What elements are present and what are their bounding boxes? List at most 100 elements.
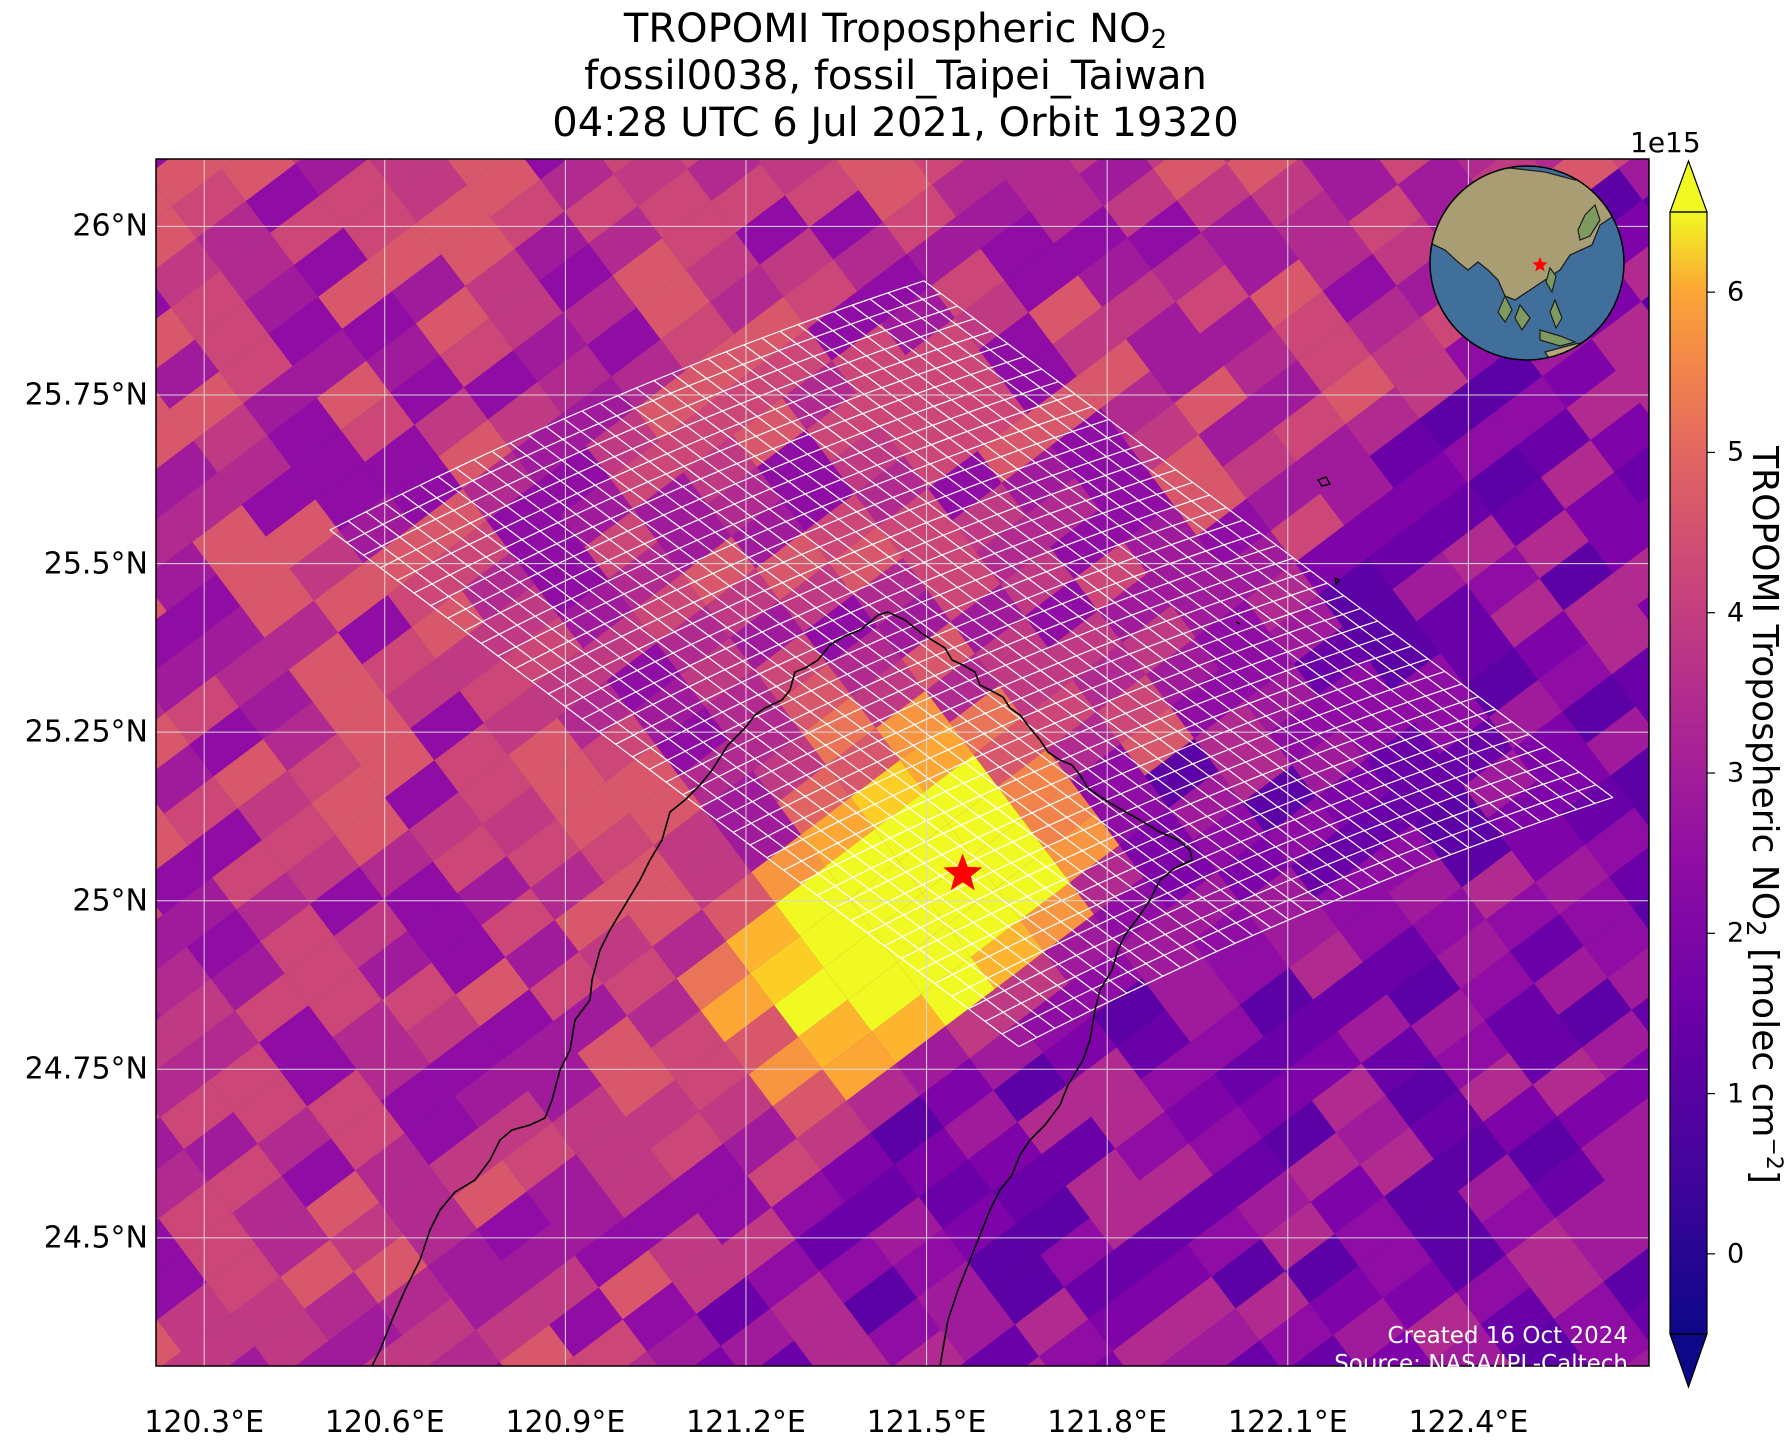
no2-pixel-cell xyxy=(1089,1180,1164,1250)
no2-pixel-cell xyxy=(189,707,264,777)
no2-pixel-cell xyxy=(1126,301,1200,372)
no2-pixel-cell xyxy=(1388,855,1462,925)
no2-pixel-cell xyxy=(1460,951,1535,1021)
no2-pixel-cell xyxy=(869,1196,943,1267)
no2-pixel-cell xyxy=(730,600,804,670)
no2-pixel-cell xyxy=(1265,898,1339,968)
no2-pixel-cell xyxy=(431,925,506,995)
no2-pixel-cell xyxy=(289,531,364,601)
no2-pixel-cell xyxy=(1078,237,1152,308)
no2-pixel-cell xyxy=(1166,972,1240,1043)
no2-pixel-cell xyxy=(924,754,998,824)
no2-pixel-cell xyxy=(720,1308,795,1366)
no2-pixel-cell xyxy=(315,462,389,532)
map-title: TROPOMI Tropospheric NO2 xyxy=(623,6,1168,55)
no2-pixel-cell xyxy=(1005,159,1080,212)
no2-pixel-cell xyxy=(796,1100,871,1171)
no2-pixel-cell xyxy=(328,1303,403,1366)
no2-pixel-cell xyxy=(1226,159,1299,196)
no2-pixel-cell xyxy=(162,877,237,947)
no2-pixel-cell xyxy=(1539,541,1614,611)
no2-pixel-cell xyxy=(578,914,653,984)
longitude-tick-label: 121.2°E xyxy=(686,1405,806,1440)
no2-pixel-cell xyxy=(1127,200,1202,270)
no2-pixel-cell xyxy=(439,318,514,388)
no2-pixel-cell xyxy=(188,808,262,878)
no2-pixel-cell xyxy=(1638,496,1649,518)
no2-pixel-cell xyxy=(156,611,191,670)
credit-source: Source: NASA/JPL-Caltech xyxy=(1334,1351,1628,1377)
no2-pixel-cell xyxy=(156,1117,185,1171)
no2-pixel-cell xyxy=(156,510,193,570)
target-grid-line xyxy=(968,759,1563,1010)
no2-pixel-cell xyxy=(1067,1047,1141,1117)
no2-pixel-cell xyxy=(492,78,566,147)
no2-pixel-cell xyxy=(794,1303,868,1366)
no2-pixel-cell xyxy=(1190,1004,1264,1075)
no2-pixel-cell xyxy=(1188,1106,1263,1176)
no2-pixel-cell xyxy=(353,1234,428,1304)
no2-pixel-cell xyxy=(434,722,508,793)
credit-created: Created 16 Oct 2024 xyxy=(1387,1323,1628,1349)
no2-pixel-cell xyxy=(734,296,808,366)
globe-site-star xyxy=(1532,257,1548,272)
longitude-tick-label: 120.6°E xyxy=(324,1405,445,1440)
no2-pixel-cell xyxy=(679,738,753,809)
no2-pixel-cell xyxy=(428,1330,500,1366)
no2-pixel-cell xyxy=(561,1356,581,1366)
no2-pixel-cell xyxy=(626,978,701,1048)
target-grid-line xyxy=(905,286,1596,804)
no2-pixel-cell xyxy=(1437,818,1512,888)
no2-pixel-cell xyxy=(156,1111,161,1121)
no2-pixel-cell xyxy=(343,190,418,260)
no2-pixel-cell xyxy=(457,856,531,926)
target-grid-line xyxy=(716,570,1311,821)
no2-pixel-cell xyxy=(1603,1247,1649,1314)
no2-pixel-cell xyxy=(965,1324,1039,1366)
no2-pixel-cell xyxy=(1360,1127,1434,1197)
no2-pixel-cell xyxy=(156,287,171,319)
no2-pixel-cell xyxy=(1641,295,1649,312)
no2-pixel-cell xyxy=(761,159,834,196)
no2-pixel-cell xyxy=(1515,509,1590,579)
no2-pixel-cell xyxy=(783,259,858,329)
no2-pixel-cell xyxy=(1144,738,1219,808)
no2-pixel-cell xyxy=(1692,126,1766,195)
no2-pixel-cell xyxy=(494,1362,503,1366)
no2-pixel-cell xyxy=(1047,711,1121,782)
no2-pixel-cell xyxy=(877,589,951,659)
no2-pixel-cell xyxy=(621,1383,695,1439)
no2-pixel-cell xyxy=(902,520,977,590)
no2-pixel-cell xyxy=(525,1255,599,1325)
no2-pixel-cell xyxy=(980,211,1055,281)
no2-pixel-cell xyxy=(1118,908,1192,979)
no2-pixel-cell xyxy=(1591,301,1649,371)
no2-pixel-cell xyxy=(304,1271,379,1341)
no2-pixel-cell xyxy=(558,579,633,649)
no2-pixel-cell xyxy=(1586,706,1649,776)
no2-pixel-cell xyxy=(1618,159,1649,201)
no2-pixel-cell xyxy=(1162,1276,1236,1346)
target-grid-line xyxy=(1001,784,1597,1035)
no2-pixel-cell xyxy=(1310,1164,1385,1234)
no2-pixel-cell xyxy=(560,477,634,548)
no2-pixel-cell xyxy=(478,1090,553,1160)
no2-pixel-cell xyxy=(195,302,269,372)
target-grid-line xyxy=(749,595,1345,846)
no2-pixel-cell xyxy=(823,930,898,1000)
no2-pixel-cell xyxy=(503,1021,578,1091)
no2-pixel-cell xyxy=(759,227,834,297)
no2-pixel-cell xyxy=(408,792,483,862)
no2-pixel-cell xyxy=(259,1005,333,1075)
no2-pixel-cell xyxy=(156,596,167,620)
no2-pixel-cell xyxy=(332,999,407,1070)
no2-pixel-cell xyxy=(1556,1079,1631,1149)
no2-pixel-cell xyxy=(540,159,614,212)
no2-pixel-cell xyxy=(1292,1335,1357,1366)
no2-pixel-cell xyxy=(1124,402,1199,473)
target-grid-line xyxy=(581,469,1177,720)
no2-pixel-cell xyxy=(156,712,190,770)
no2-pixel-cell xyxy=(993,1052,1068,1123)
no2-pixel-cell xyxy=(452,1159,527,1229)
no2-pixel-cell xyxy=(700,973,775,1043)
